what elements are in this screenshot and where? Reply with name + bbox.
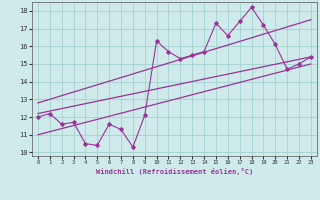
X-axis label: Windchill (Refroidissement éolien,°C): Windchill (Refroidissement éolien,°C) [96,168,253,175]
